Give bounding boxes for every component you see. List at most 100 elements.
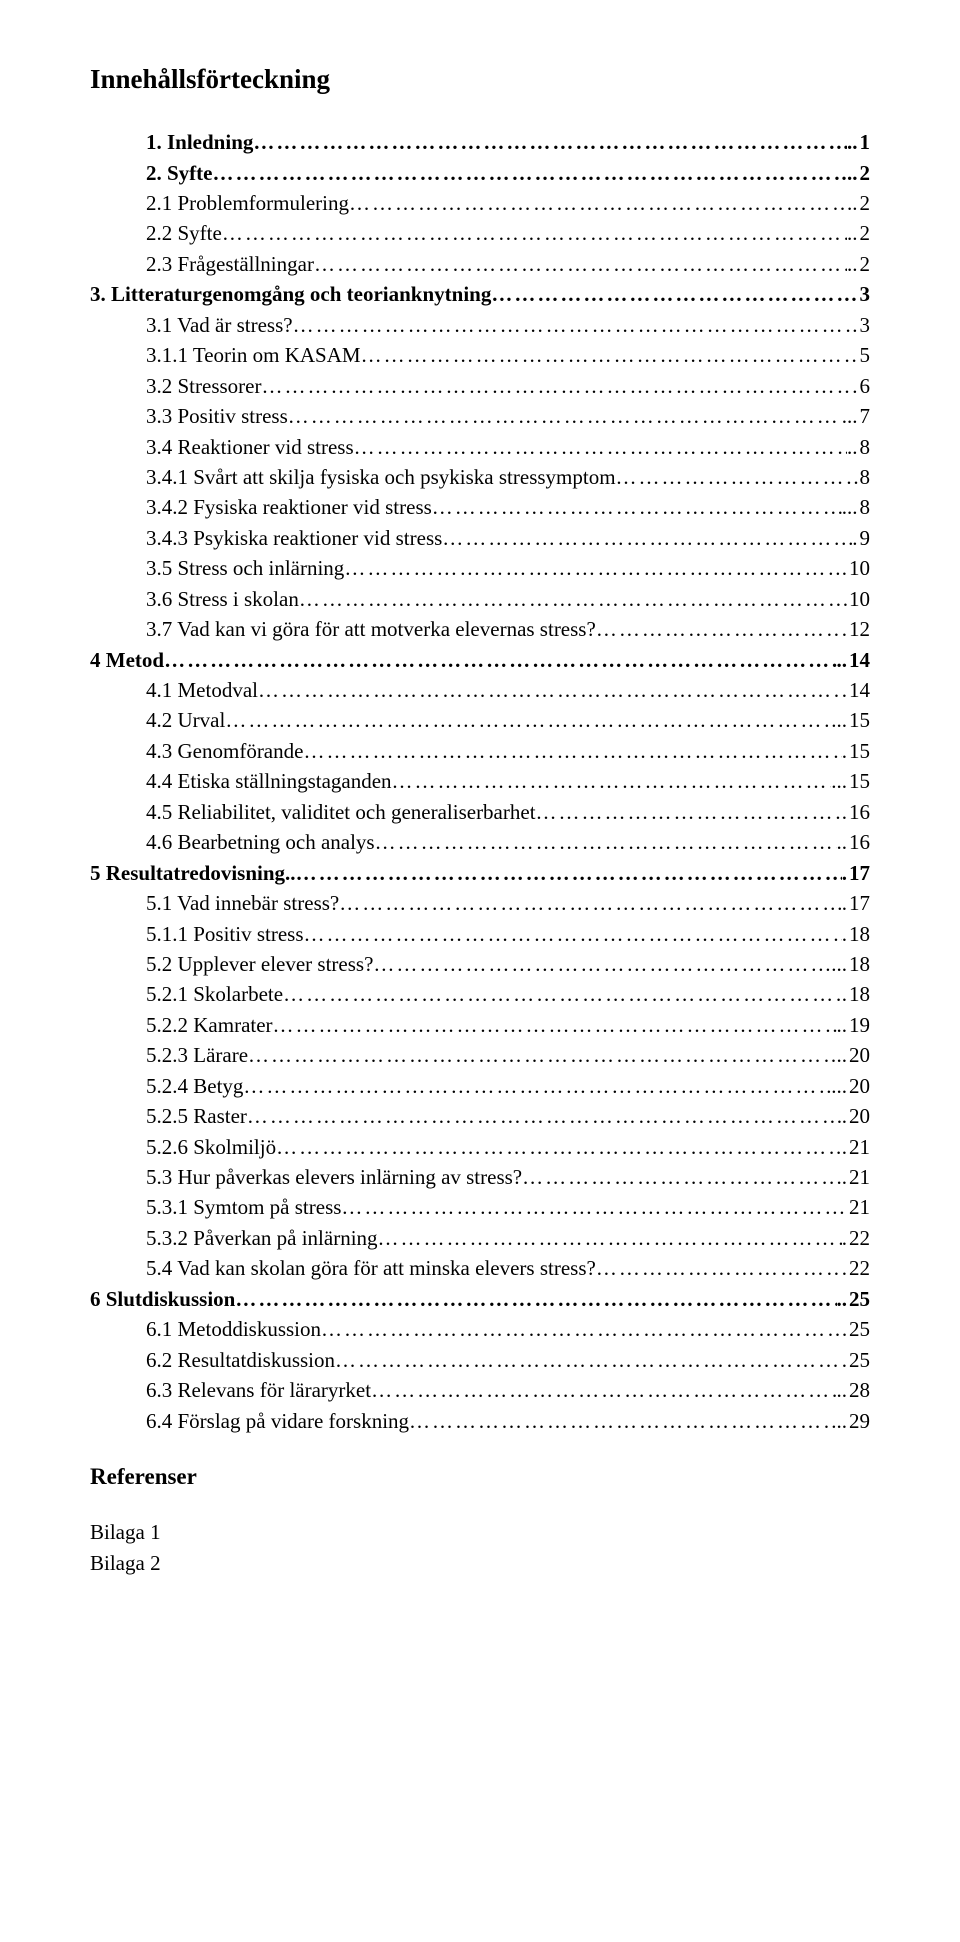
toc-entry-label: 5.4 Vad kan skolan göra för att minska e… bbox=[146, 1253, 596, 1283]
toc-leader: …………………………………………………………………………………………………………… bbox=[392, 766, 832, 796]
toc-leader: …………………………………………………………………………………………………………… bbox=[296, 858, 842, 888]
toc-leader: …………………………………………………………………………………………………………… bbox=[164, 645, 836, 675]
toc-leader: …………………………………………………………………………………………………………… bbox=[276, 1132, 842, 1162]
toc-entry: 4.2 Urval…………………………………………………………………………………… bbox=[90, 705, 870, 735]
toc-entry-page: 8 bbox=[858, 462, 871, 492]
toc-entry-page: 3 bbox=[858, 310, 871, 340]
toc-entry: 5.2.3 Lärare…………………………………………………………………………… bbox=[90, 1040, 870, 1070]
toc-entry: 3.5 Stress och inlärning…………………………………………… bbox=[90, 553, 870, 583]
toc-leader: …………………………………………………………………………………………………………… bbox=[321, 1314, 847, 1344]
toc-entry: 5.1 Vad innebär stress?……………………………………………… bbox=[90, 888, 870, 918]
toc-leader: …………………………………………………………………………………………………………… bbox=[222, 218, 847, 248]
toc-entry: 5.4 Vad kan skolan göra för att minska e… bbox=[90, 1253, 870, 1283]
toc-leader: …………………………………………………………………………………………………………… bbox=[409, 1406, 831, 1436]
toc-leader: …………………………………………………………………………………………………………… bbox=[273, 1010, 837, 1040]
toc-entry-label: 3. Litteraturgenomgång och teorianknytni… bbox=[90, 279, 491, 309]
toc-entry-label: 2.3 Frågeställningar bbox=[146, 249, 314, 279]
toc-entry-page: 25 bbox=[847, 1314, 870, 1344]
toc-title: Innehållsförteckning bbox=[90, 60, 870, 99]
toc-leader: …………………………………………………………………………………………………………… bbox=[243, 1071, 831, 1101]
toc-entry-label: 5.3.1 Symtom på stress bbox=[146, 1192, 341, 1222]
toc-entry-label: 5.2.3 Lärare bbox=[146, 1040, 248, 1070]
toc-entry: 5.2 Upplever elever stress?…………………………………… bbox=[90, 949, 870, 979]
toc-leader: …………………………………………………………………………………………………………… bbox=[371, 1375, 836, 1405]
toc-entry: 3.3 Positiv stress…………………………………………………………… bbox=[90, 401, 870, 431]
toc-entry-page: 22 bbox=[847, 1223, 870, 1253]
toc-entry-page: 15 bbox=[847, 766, 870, 796]
toc-leader-suffix: .. bbox=[837, 1375, 848, 1405]
toc-entry-label: 4.6 Bearbetning och analys bbox=[146, 827, 375, 857]
toc-entry-page: 18 bbox=[847, 949, 870, 979]
toc-entry-page: 29 bbox=[847, 1406, 870, 1436]
toc-leader-suffix: ... bbox=[831, 949, 847, 979]
appendix-line: Bilaga 1 bbox=[90, 1517, 870, 1547]
toc-entry-label: 2.1 Problemformulering bbox=[146, 188, 349, 218]
toc-entry-label: 4.5 Reliabilitet, validitet och generali… bbox=[146, 797, 536, 827]
toc-entry: 4.5 Reliabilitet, validitet och generali… bbox=[90, 797, 870, 827]
toc-entry-page: 3 bbox=[858, 279, 871, 309]
toc-entry: 3.4.3 Psykiska reaktioner vid stress…………… bbox=[90, 523, 870, 553]
toc-leader-suffix: ... bbox=[831, 766, 847, 796]
toc-entry: 5.2.1 Skolarbete………………………………………………………………… bbox=[90, 979, 870, 1009]
toc-leader-suffix: .. bbox=[847, 432, 858, 462]
toc-leader: …………………………………………………………………………………………………………… bbox=[442, 523, 852, 553]
toc-leader: …………………………………………………………………………………………………………… bbox=[247, 1101, 842, 1131]
toc-leader: …………………………………………………………………………………………………………… bbox=[341, 1192, 847, 1222]
toc-leader: …………………………………………………………………………………………………………… bbox=[253, 127, 847, 157]
toc-leader: …………………………………………………………………………………………………………… bbox=[261, 371, 852, 401]
toc-entry: 3. Litteraturgenomgång och teorianknytni… bbox=[90, 279, 870, 309]
toc-leader: …………………………………………………………………………………………………………… bbox=[283, 979, 842, 1009]
toc-entry: 2. Syfte……………………………………………………………………………………… bbox=[90, 158, 870, 188]
toc-entry-page: 15 bbox=[847, 705, 870, 735]
toc-entry-label: 3.2 Stressorer bbox=[146, 371, 261, 401]
toc-entry-label: 5.2 Upplever elever stress? bbox=[146, 949, 373, 979]
toc-leader: …………………………………………………………………………………………………………… bbox=[378, 1223, 842, 1253]
toc-leader: …………………………………………………………………………………………………………… bbox=[314, 249, 847, 279]
toc-list: 1. Inledning…………………………………………………………………………… bbox=[90, 127, 870, 1436]
toc-entry: 2.1 Problemformulering………………………………………………… bbox=[90, 188, 870, 218]
toc-entry-page: 5 bbox=[858, 340, 871, 370]
references-heading: Referenser bbox=[90, 1460, 870, 1493]
toc-leader-suffix: .. bbox=[847, 188, 858, 218]
toc-leader-suffix: ... bbox=[831, 1406, 847, 1436]
toc-entry-label: 5 Resultatredovisning.. bbox=[90, 858, 296, 888]
toc-entry-label: 5.2.5 Raster bbox=[146, 1101, 247, 1131]
toc-entry: 6.4 Förslag på vidare forskning………………………… bbox=[90, 1406, 870, 1436]
toc-entry-label: 4.4 Etiska ställningstaganden bbox=[146, 766, 392, 796]
toc-leader: …………………………………………………………………………………………………………… bbox=[491, 279, 857, 309]
toc-entry: 5.2.2 Kamrater……………………………………………………………………… bbox=[90, 1010, 870, 1040]
toc-entry-page: 15 bbox=[847, 736, 870, 766]
toc-entry: 4.4 Etiska ställningstaganden……………………………… bbox=[90, 766, 870, 796]
toc-leader-suffix: .. bbox=[837, 705, 848, 735]
toc-entry: 6.2 Resultatdiskussion………………………………………………… bbox=[90, 1345, 870, 1375]
toc-entry-label: 3.1 Vad är stress? bbox=[146, 310, 293, 340]
toc-entry: 5 Resultatredovisning..……………………………………………… bbox=[90, 858, 870, 888]
toc-entry-page: 21 bbox=[847, 1162, 870, 1192]
toc-entry: 5.2.5 Raster…………………………………………………………………………… bbox=[90, 1101, 870, 1131]
toc-entry-page: 10 bbox=[847, 553, 870, 583]
toc-entry-page: 19 bbox=[847, 1010, 870, 1040]
toc-entry-page: 18 bbox=[847, 979, 870, 1009]
toc-leader: …………………………………………………………………………………………………………… bbox=[225, 705, 836, 735]
toc-entry: 5.2.4 Betyg……………………………………………………………………………… bbox=[90, 1071, 870, 1101]
toc-entry-page: 2 bbox=[858, 218, 871, 248]
toc-entry-label: 6 Slutdiskussion bbox=[90, 1284, 235, 1314]
toc-leader: …………………………………………………………………………………………………………… bbox=[344, 553, 841, 583]
toc-leader: …………………………………………………………………………………………………………… bbox=[536, 797, 842, 827]
toc-leader-suffix: ... bbox=[831, 1071, 847, 1101]
toc-entry-page: 22 bbox=[847, 1253, 870, 1283]
toc-entry-label: 5.2.6 Skolmiljö bbox=[146, 1132, 276, 1162]
toc-leader: …………………………………………………………………………………………………………… bbox=[303, 736, 841, 766]
toc-entry-page: 8 bbox=[858, 432, 871, 462]
toc-leader-suffix: .. bbox=[837, 827, 848, 857]
toc-leader: …………………………………………………………………………………………………………… bbox=[522, 1162, 836, 1192]
toc-leader: …………………………………………………………………………………………………………… bbox=[339, 888, 842, 918]
toc-entry-label: 6.1 Metoddiskussion bbox=[146, 1314, 321, 1344]
toc-entry-label: 3.4.1 Svårt att skilja fysiska och psyki… bbox=[146, 462, 616, 492]
toc-entry: 4.6 Bearbetning och analys……………………………………… bbox=[90, 827, 870, 857]
toc-entry: 5.3.2 Påverkan på inlärning…………………………………… bbox=[90, 1223, 870, 1253]
toc-entry-page: 1 bbox=[858, 127, 871, 157]
toc-leader: …………………………………………………………………………………………………………… bbox=[596, 614, 842, 644]
toc-entry-page: 21 bbox=[847, 1132, 870, 1162]
toc-entry: 5.1.1 Positiv stress……………………………………………………… bbox=[90, 919, 870, 949]
